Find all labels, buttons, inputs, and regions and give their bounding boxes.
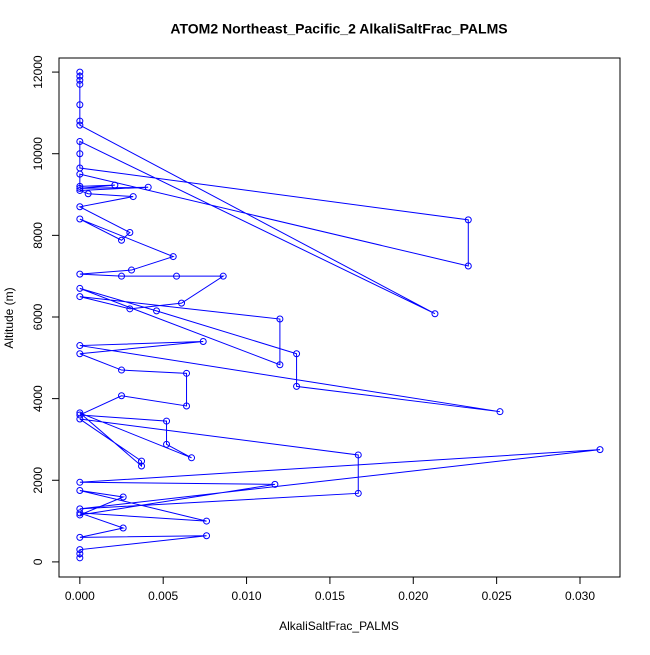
data-point: [496, 408, 504, 416]
data-point: [76, 411, 84, 419]
data-point: [293, 382, 301, 390]
data-point: [431, 310, 439, 318]
data-point: [76, 509, 84, 517]
data-point: [464, 216, 472, 224]
data-point: [76, 415, 84, 423]
x-axis-label: AlkaliSaltFrac_PALMS: [279, 619, 399, 633]
y-tick-label: 8000: [31, 222, 45, 249]
data-point: [76, 293, 84, 301]
data-point: [464, 262, 472, 270]
x-tick-label: 0.020: [398, 589, 428, 603]
data-point: [76, 72, 84, 80]
data-point: [84, 190, 92, 198]
data-point: [76, 121, 84, 129]
data-point: [138, 462, 146, 470]
data-point: [354, 451, 362, 459]
data-point: [76, 150, 84, 158]
data-point: [119, 524, 127, 532]
data-line: [78, 72, 601, 558]
data-point: [163, 417, 171, 425]
data-point: [183, 369, 191, 377]
data-point: [76, 284, 84, 292]
data-point: [128, 266, 136, 274]
data-point: [276, 315, 284, 323]
y-tick-label: 2000: [31, 467, 45, 494]
data-point: [199, 337, 207, 345]
data-point: [76, 80, 84, 88]
data-point: [76, 68, 84, 76]
data-point: [293, 350, 301, 358]
data-point: [76, 533, 84, 541]
data-point: [76, 76, 84, 84]
data-point: [129, 193, 137, 201]
data-point: [169, 253, 177, 261]
plot-frame: [58, 57, 621, 578]
data-point: [126, 305, 134, 313]
data-point: [118, 236, 126, 244]
data-point: [76, 350, 84, 358]
data-point: [76, 215, 84, 223]
chart-title: ATOM2 Northeast_Pacific_2 AlkaliSaltFrac…: [170, 21, 507, 37]
data-point: [76, 554, 84, 562]
data-point: [118, 392, 126, 400]
data-point: [76, 170, 84, 178]
data-point: [183, 402, 191, 410]
x-tick-label: 0.030: [565, 589, 595, 603]
x-tick-label: 0.015: [315, 589, 345, 603]
y-tick-label: 4000: [31, 385, 45, 412]
y-tick-label: 10000: [31, 137, 45, 171]
data-point: [119, 493, 127, 501]
data-point: [271, 480, 279, 488]
data-point: [76, 182, 84, 190]
data-point: [76, 342, 84, 350]
data-point: [596, 446, 604, 454]
data-point: [138, 457, 146, 465]
y-tick-label: 0: [31, 558, 45, 565]
data-point: [118, 272, 126, 280]
data-point: [354, 489, 362, 497]
x-tick-label: 0.000: [65, 589, 95, 603]
data-point: [203, 517, 211, 525]
data-point: [76, 117, 84, 125]
data-point: [76, 137, 84, 145]
data-point: [178, 299, 186, 307]
data-point: [76, 186, 84, 194]
data-point: [203, 532, 211, 540]
data-point: [76, 101, 84, 109]
data-point: [76, 184, 84, 192]
data-point: [153, 307, 161, 315]
data-point: [76, 270, 84, 278]
x-tick-label: 0.025: [482, 589, 512, 603]
data-point: [163, 440, 171, 448]
data-point: [76, 546, 84, 554]
data-point: [76, 203, 84, 211]
data-point: [188, 454, 196, 462]
data-point: [276, 361, 284, 369]
y-axis-label: Altitude (m): [2, 287, 16, 348]
data-point: [76, 550, 84, 558]
y-tick-label: 6000: [31, 303, 45, 330]
data-point: [76, 511, 84, 519]
y-tick-label: 12000: [31, 55, 45, 89]
data-point: [144, 183, 152, 191]
data-point: [76, 486, 84, 494]
x-tick-label: 0.010: [232, 589, 262, 603]
data-point: [219, 272, 227, 280]
data-point: [76, 478, 84, 486]
data-point: [118, 366, 126, 374]
data-point: [111, 181, 119, 189]
data-point: [126, 228, 134, 236]
x-tick-label: 0.005: [148, 589, 178, 603]
data-point: [173, 272, 181, 280]
